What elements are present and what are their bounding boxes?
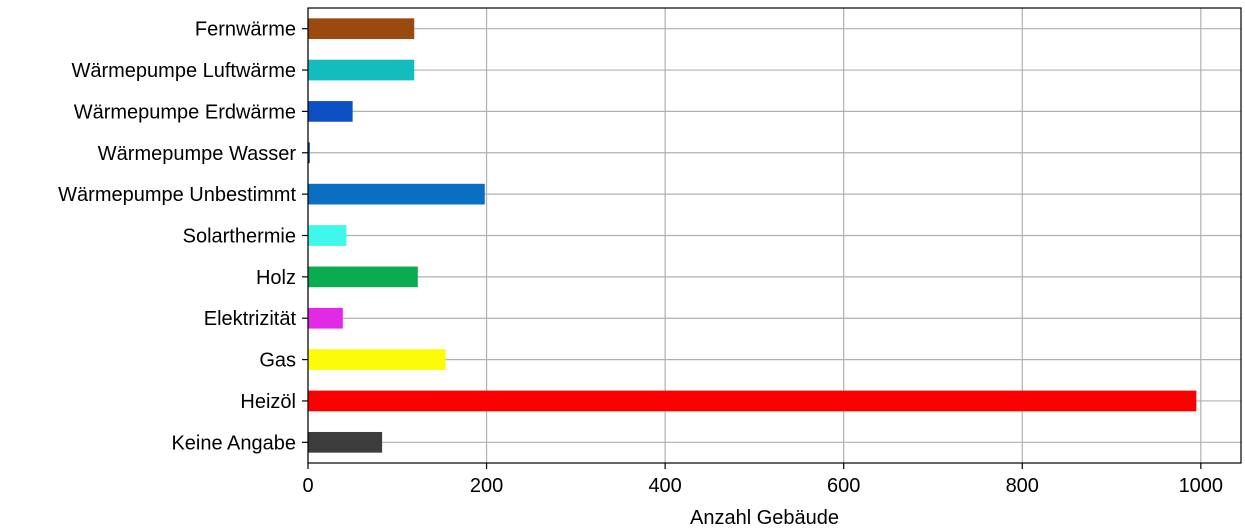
category-label: Wärmepumpe Erdwärme xyxy=(74,101,296,123)
bar xyxy=(308,307,343,329)
category-label: Wärmepumpe Wasser xyxy=(98,143,297,165)
x-tick-label: 400 xyxy=(648,475,681,497)
bar xyxy=(308,183,485,205)
bar xyxy=(308,349,446,370)
category-label: Elektrizität xyxy=(204,308,297,330)
category-label: Fernwärme xyxy=(195,19,296,41)
value-axis: 0 200 400 600 800 1000 xyxy=(302,463,1223,497)
category-label: Keine Angabe xyxy=(171,432,296,454)
category-label: Holz xyxy=(256,267,296,289)
category-label: Gas xyxy=(259,350,296,372)
category-label: Wärmepumpe Luftwärme xyxy=(71,60,296,82)
bar xyxy=(308,431,383,453)
x-tick-label: 800 xyxy=(1006,475,1039,497)
x-tick-label: 0 xyxy=(302,475,313,497)
bar xyxy=(308,225,347,246)
category-label: Heizöl xyxy=(240,391,296,413)
x-axis-label: Anzahl Gebäude xyxy=(690,507,839,528)
bar xyxy=(308,59,415,81)
category-axis: Fernwärme Wärmepumpe Luftwärme Wärmepumpe … xyxy=(58,19,308,454)
bar xyxy=(308,142,310,164)
x-tick-label: 200 xyxy=(470,475,503,497)
bar xyxy=(308,18,415,40)
bar xyxy=(308,101,353,122)
x-tick-label: 1000 xyxy=(1179,475,1224,497)
category-label: Solarthermie xyxy=(183,226,296,248)
bar xyxy=(308,390,1197,412)
x-tick-label: 600 xyxy=(827,475,860,497)
category-label: Wärmepumpe Unbestimmt xyxy=(58,184,296,206)
bar xyxy=(308,266,418,288)
bars xyxy=(308,18,1197,453)
